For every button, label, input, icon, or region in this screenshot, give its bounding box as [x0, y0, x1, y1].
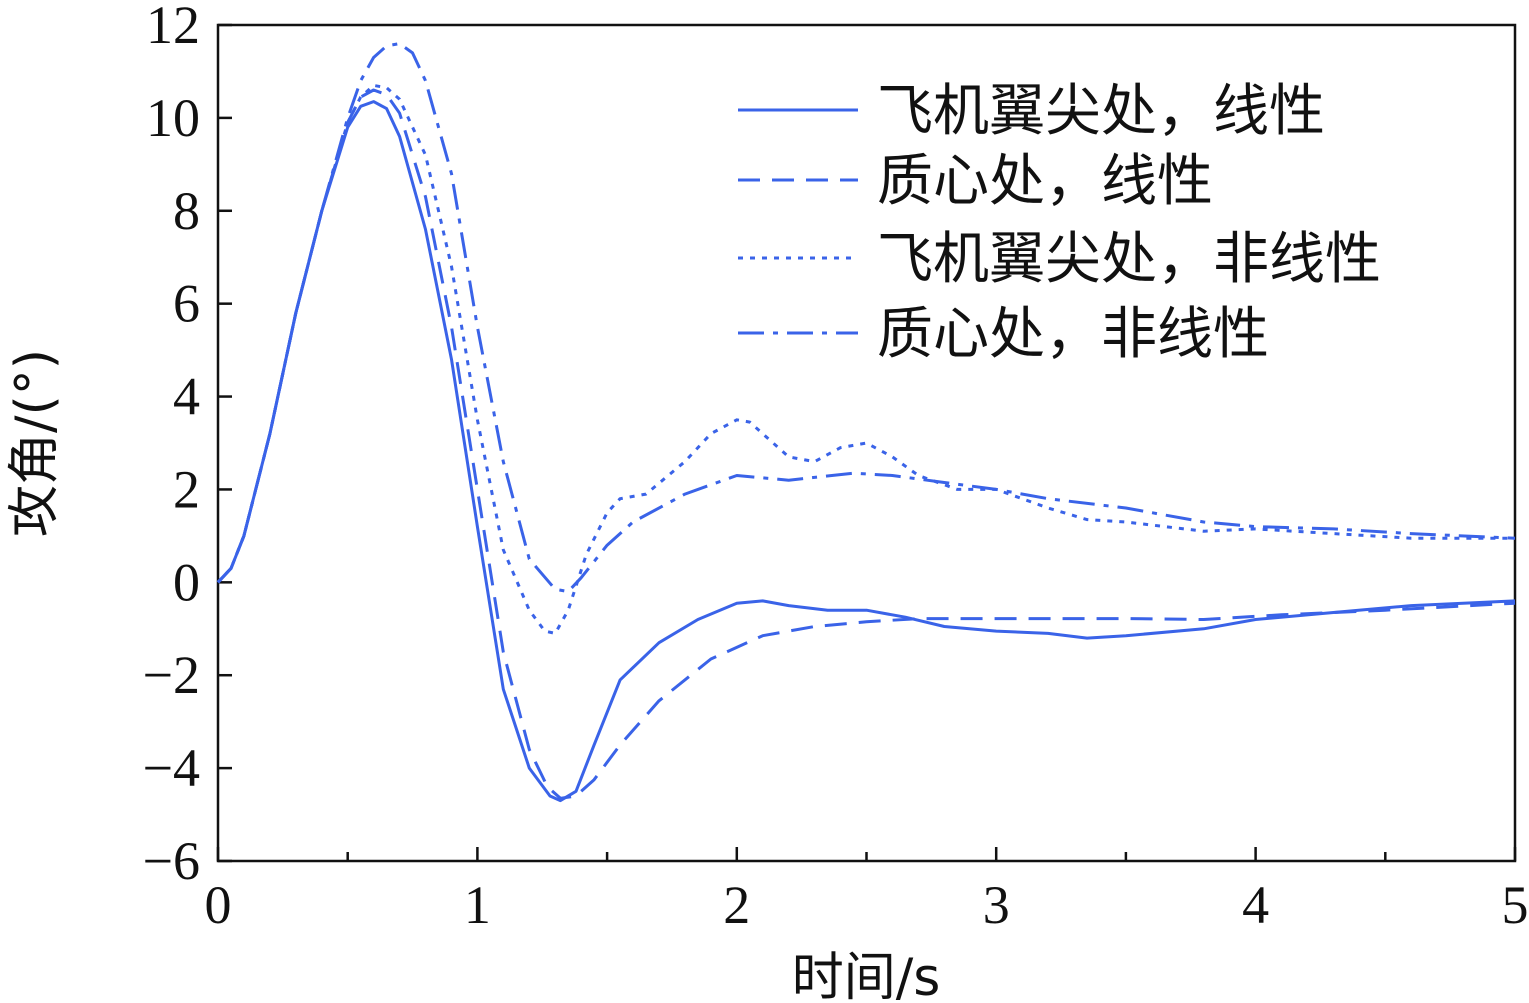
x-tick-label: 4 [1242, 875, 1269, 935]
y-tick-label: 8 [173, 181, 200, 241]
x-tick-label: 2 [723, 875, 750, 935]
series-line-4 [216, 42, 1516, 594]
legend-label-3: 飞机翼尖处，非线性 [877, 227, 1381, 292]
x-tick-label: 1 [464, 875, 491, 935]
y-tick-label: 4 [173, 367, 200, 427]
series-line-1 [216, 100, 1516, 803]
x-tick-label: 5 [1502, 875, 1529, 935]
x-axis-title: 时间/s [792, 948, 941, 1003]
series-layer [216, 42, 1516, 803]
x-tick-label: 0 [205, 875, 232, 935]
y-tick-label: 2 [173, 459, 200, 519]
legend-label-4: 质心处，非线性 [877, 302, 1269, 367]
x-tick-label: 3 [983, 875, 1010, 935]
legend-label-1: 飞机翼尖处，线性 [877, 79, 1325, 144]
y-axis-title: 攻角/(°) [5, 349, 65, 537]
y-tick-label: 0 [173, 552, 200, 612]
y-tick-label: −4 [143, 738, 200, 798]
series-line-2 [216, 88, 1516, 800]
y-tick-label: −6 [143, 831, 200, 891]
y-tick-label: 10 [146, 88, 200, 148]
y-tick-label: −2 [143, 645, 200, 705]
legend-label-2: 质心处，线性 [877, 149, 1213, 214]
y-tick-label: 12 [146, 0, 200, 55]
series-line-3 [216, 83, 1515, 635]
y-tick-label: 6 [173, 274, 200, 334]
